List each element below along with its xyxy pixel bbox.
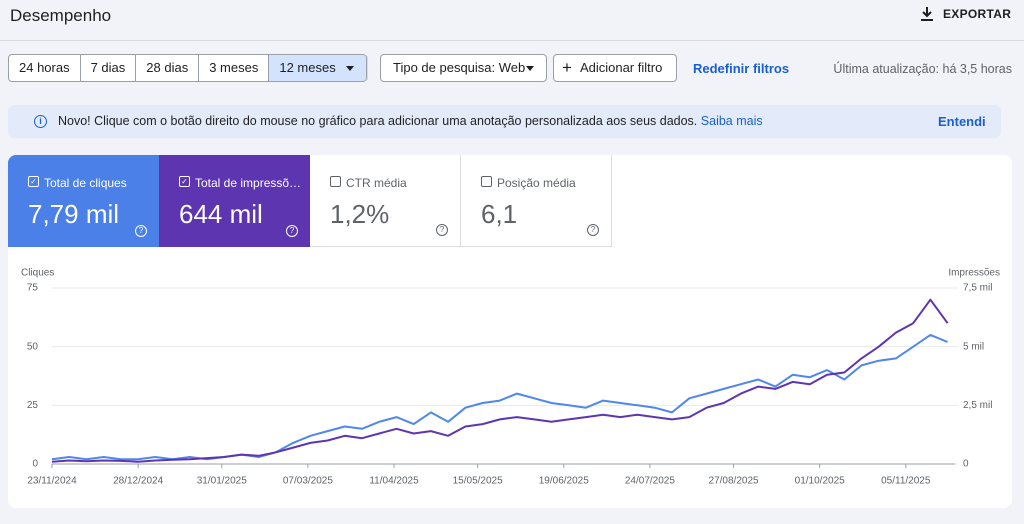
button-label: Adicionar filtro bbox=[579, 60, 663, 75]
checkbox[interactable] bbox=[481, 176, 492, 187]
x-tick-label: 31/01/2025 bbox=[197, 476, 247, 487]
range-button[interactable]: 24 horas bbox=[9, 55, 81, 81]
download-icon[interactable] bbox=[920, 6, 934, 22]
chart: Cliques Impressões 0 25 50 75 0 2,5 mil 5 mil 7… bbox=[21, 268, 1000, 487]
metric-label: CTR média bbox=[330, 176, 407, 190]
y2-tick-label: 5 mil bbox=[963, 341, 984, 352]
plus-icon: + bbox=[562, 58, 572, 77]
metric-value: 1,2% bbox=[330, 199, 390, 229]
help-icon[interactable]: ? bbox=[286, 225, 298, 237]
page-title: Desempenho bbox=[10, 6, 112, 25]
checkbox[interactable]: ✓ bbox=[179, 176, 190, 187]
series-line bbox=[51, 333, 948, 461]
range-button[interactable]: 12 meses bbox=[269, 55, 366, 81]
range-button[interactable]: 3 meses bbox=[199, 55, 270, 81]
dropdown-arrow bbox=[526, 66, 534, 75]
learn-more-link[interactable]: Saiba mais bbox=[700, 114, 763, 128]
last-update: Última atualização: há 3,5 horas bbox=[833, 62, 1012, 76]
series-line bbox=[51, 298, 949, 463]
add-filter-button[interactable]: + Adicionar filtro bbox=[553, 54, 677, 82]
help-icon[interactable]: ? bbox=[135, 225, 147, 237]
export-button[interactable]: EXPORTAR bbox=[943, 7, 1012, 21]
range-selector: 24 horas 7 dias 28 dias 3 meses 12 meses bbox=[8, 54, 367, 82]
y2-tick-label: 0 bbox=[963, 459, 969, 470]
y-tick-label: 75 bbox=[27, 283, 39, 294]
x-tick-label: 07/03/2025 bbox=[283, 476, 333, 487]
help-icon[interactable]: ? bbox=[587, 224, 599, 236]
info-banner: i Novo! Clique com o botão direito do mo… bbox=[8, 105, 1001, 138]
x-tick-label: 19/06/2025 bbox=[539, 476, 589, 487]
metric-tile[interactable]: Posição média 6,1? bbox=[461, 155, 612, 247]
reset-filters[interactable]: Redefinir filtros bbox=[693, 61, 790, 76]
metric-value: 644 mil bbox=[179, 199, 263, 229]
checkbox[interactable]: ✓ bbox=[28, 176, 39, 187]
y-axis-title: Cliques bbox=[21, 268, 54, 279]
range-button[interactable]: 7 dias bbox=[81, 55, 137, 81]
x-tick-label: 27/08/2025 bbox=[709, 476, 759, 487]
search-type-dropdown[interactable]: Tipo de pesquisa: Web bbox=[380, 54, 547, 82]
y2-axis-title: Impressões bbox=[948, 268, 1000, 279]
y-tick-label: 50 bbox=[27, 341, 39, 352]
metric-value: 6,1 bbox=[481, 199, 518, 229]
range-button[interactable]: 28 dias bbox=[136, 55, 200, 81]
info-icon: i bbox=[34, 115, 47, 128]
x-tick-label: 15/05/2025 bbox=[453, 476, 503, 487]
banner-text: Novo! Clique com o botão direito do mous… bbox=[58, 105, 763, 138]
x-tick-label: 24/07/2025 bbox=[625, 476, 675, 487]
metric-tile[interactable]: Total de impressõ… ✓ 644 mil? bbox=[159, 155, 310, 247]
x-tick-label: 11/04/2025 bbox=[369, 476, 419, 487]
metric-label: Total de impressõ… ✓ bbox=[179, 176, 301, 190]
x-tick-label: 01/10/2025 bbox=[795, 476, 845, 487]
metric-label: Posição média bbox=[481, 176, 576, 190]
separator bbox=[367, 56, 368, 80]
dropdown-label: Tipo de pesquisa: Web bbox=[393, 60, 526, 75]
x-tick-label: 05/11/2025 bbox=[881, 476, 931, 487]
divider bbox=[0, 40, 1024, 41]
metric-value: 7,79 mil bbox=[28, 199, 120, 229]
y2-tick-label: 7,5 mil bbox=[963, 283, 992, 294]
checkbox[interactable] bbox=[330, 176, 341, 187]
metric-tile[interactable]: Total de cliques ✓ 7,79 mil? bbox=[8, 155, 159, 247]
dismiss-button[interactable]: Entendi bbox=[938, 114, 986, 129]
y2-tick-label: 2,5 mil bbox=[963, 400, 992, 411]
x-tick-label: 23/11/2024 bbox=[27, 476, 77, 487]
y-tick-label: 25 bbox=[27, 400, 39, 411]
x-tick-label: 28/12/2024 bbox=[113, 476, 163, 487]
y-tick-label: 0 bbox=[32, 459, 38, 470]
metric-tile[interactable]: CTR média 1,2%? bbox=[310, 155, 461, 247]
metric-label: Total de cliques ✓ bbox=[28, 176, 127, 190]
banner-message: Novo! Clique com o botão direito do mous… bbox=[58, 114, 698, 128]
help-icon[interactable]: ? bbox=[436, 224, 448, 236]
